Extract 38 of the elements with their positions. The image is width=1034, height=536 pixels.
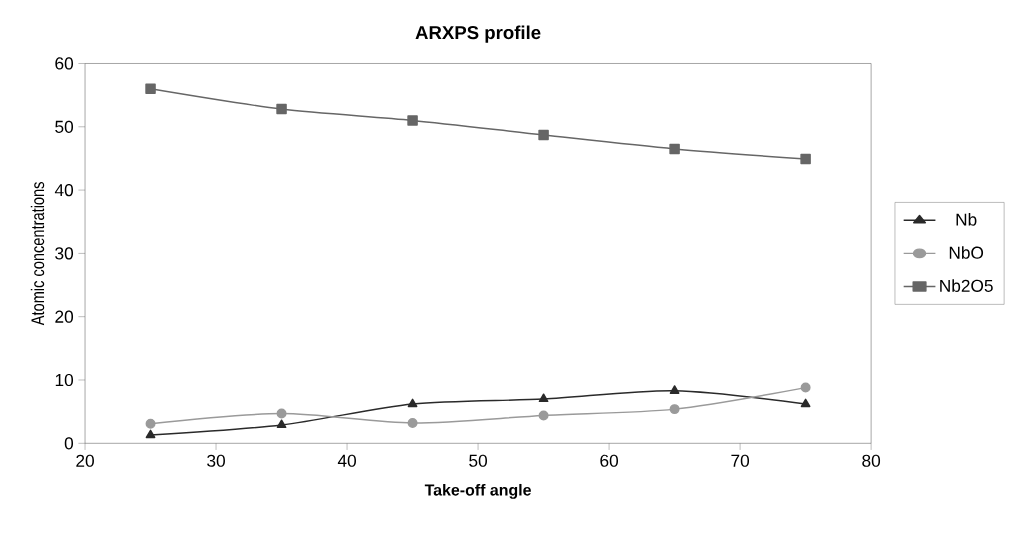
chart-title: ARXPS profile [415,25,541,43]
point [800,398,811,408]
legend-label: NbO [949,246,984,259]
y-tick-label: 50 [55,120,74,133]
point [538,129,549,141]
point [669,385,680,394]
y-tick-label: 10 [55,373,74,387]
x-axis-title: Take-off angle [424,484,531,499]
legend-label: Nb [956,213,977,226]
y-tick-label: 60 [55,57,74,70]
point [800,153,811,165]
x-tick-label: 70 [731,454,750,467]
point [145,429,156,439]
x-tick-label: 80 [862,454,881,467]
point [407,418,418,429]
y-axis-title: Atomic concentrations [30,182,45,326]
y-tick-label: 0 [64,437,74,450]
x-tick-label: 60 [600,454,619,467]
point [538,393,549,403]
point [276,103,287,115]
point [276,419,287,429]
point [145,418,156,429]
point [800,382,811,393]
point [538,410,549,421]
x-tick-label: 40 [337,454,356,467]
point [407,398,418,408]
y-tick-label: 40 [54,184,74,197]
y-tick-label: 30 [55,247,74,260]
point [669,404,680,415]
y-tick-label: 20 [55,310,74,323]
point [407,115,418,126]
x-tick-label: 20 [76,454,94,467]
point [669,143,680,155]
x-tick-label: 50 [469,454,488,467]
point [276,408,287,419]
x-tick-label: 30 [207,454,225,467]
legend-label: Nb2O5 [940,279,993,292]
point [145,83,156,95]
